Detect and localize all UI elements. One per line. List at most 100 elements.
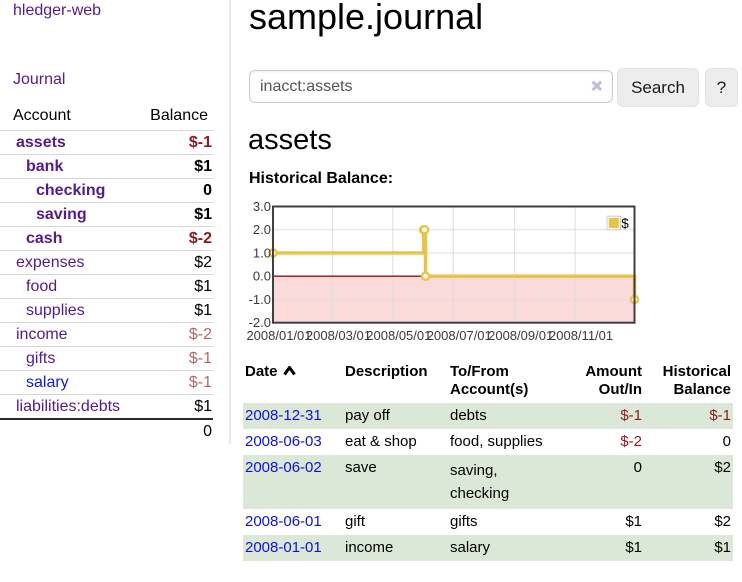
sidebar-account-link[interactable]: cash	[26, 230, 63, 247]
account-row: saving $1	[0, 202, 213, 227]
register-description: eat & shop	[345, 433, 417, 450]
register-amount: $-2	[620, 433, 642, 450]
account-name-cell: cash	[0, 227, 140, 251]
register-description: save	[345, 459, 377, 476]
register-row: 2008-01-01 income salary $1 $1	[243, 535, 733, 561]
sort-ascending-icon	[282, 363, 296, 381]
account-name-cell: saving	[0, 203, 140, 227]
total-spacer-cell	[0, 419, 140, 443]
register-accounts: gifts	[450, 513, 478, 530]
account-balance: $-1	[188, 134, 212, 151]
sidebar-account-link[interactable]: supplies	[26, 302, 85, 319]
sidebar-account-link[interactable]: liabilities:debts	[16, 398, 121, 415]
chart-title: Historical Balance:	[249, 170, 394, 187]
sidebar-account-link[interactable]: checking	[36, 182, 106, 199]
register-balance: $1	[714, 539, 731, 556]
account-balance: $-2	[188, 326, 212, 343]
sidebar-account-link[interactable]: expenses	[16, 254, 85, 271]
register-table: Date Description To/From Account(s) Amou…	[243, 359, 733, 561]
account-balance: $-2	[188, 230, 212, 247]
register-header-date[interactable]: Date	[243, 359, 343, 403]
register-amount: $1	[625, 513, 642, 530]
svg-text:2008/11/01: 2008/11/01	[549, 328, 613, 343]
svg-text:0.0: 0.0	[253, 269, 271, 284]
account-balance: $1	[194, 158, 212, 175]
svg-text:2.0: 2.0	[253, 222, 271, 237]
account-row: assets $-1	[0, 130, 213, 155]
account-row: income $-2	[0, 322, 213, 347]
account-balance: $-1	[188, 374, 212, 391]
accounts-balance-table: Account Balance assets $-1 bank $1 checking 0…	[0, 104, 213, 443]
total-row: 0	[0, 419, 213, 443]
account-row: bank $1	[0, 154, 213, 179]
sidebar-account-link[interactable]: food	[26, 278, 58, 295]
register-row: 2008-06-01 gift gifts $1 $2	[243, 509, 733, 535]
register-date-link[interactable]: 2008-01-01	[245, 539, 322, 556]
sidebar-account-link[interactable]: gifts	[26, 350, 56, 367]
register-description: gift	[345, 513, 366, 530]
svg-text:2008/05/01: 2008/05/01	[366, 328, 431, 343]
svg-text:2008/09/01: 2008/09/01	[488, 328, 553, 343]
register-date-cell: 2008-01-01	[243, 535, 343, 561]
register-header-accounts: To/From Account(s)	[450, 363, 529, 398]
sidebar-item-journal[interactable]: Journal	[13, 71, 66, 88]
register-date-link[interactable]: 2008-06-03	[245, 433, 322, 450]
svg-text:2008/07/01: 2008/07/01	[427, 328, 492, 343]
register-header-balance: Historical Balance	[662, 363, 731, 398]
account-name-cell: expenses	[0, 251, 140, 275]
register-accounts: saving, checking	[450, 462, 510, 502]
help-button[interactable]: ?	[705, 68, 738, 107]
account-row: checking 0	[0, 178, 213, 203]
historical-balance-chart: 3.0 2.0 1.0 0.0 -1.0 -2.02008/01/012008/03/01…	[246, 199, 640, 343]
register-row: 2008-12-31 pay off debts $-1 $-1	[243, 403, 733, 429]
account-balance: $-1	[188, 350, 212, 367]
register-date-link[interactable]: 2008-12-31	[245, 407, 322, 424]
register-date-link[interactable]: 2008-06-01	[245, 513, 322, 530]
sidebar-account-link[interactable]: salary	[26, 374, 69, 391]
register-date-cell: 2008-12-31	[243, 403, 343, 429]
accounts-table-header-balance: Balance	[150, 107, 208, 124]
account-balance: 0	[203, 182, 212, 199]
register-row: 2008-06-03 eat & shop food, supplies $-2 0	[243, 429, 733, 455]
register-amount: 0	[633, 459, 642, 476]
clear-search-icon[interactable]: ✕	[590, 78, 603, 94]
account-balance: $1	[194, 278, 212, 295]
register-amount: $1	[625, 539, 642, 556]
register-date-link[interactable]: 2008-06-02	[245, 459, 322, 476]
page-title: sample.journal	[249, 0, 484, 37]
svg-text:1.0: 1.0	[253, 245, 271, 260]
account-balance: $1	[194, 398, 212, 415]
account-name-cell: checking	[0, 179, 140, 203]
sidebar-account-link[interactable]: assets	[16, 134, 66, 151]
account-row: expenses $2	[0, 250, 213, 275]
account-row: supplies $1	[0, 298, 213, 323]
account-name-cell: supplies	[0, 299, 140, 323]
search-button[interactable]: Search	[617, 68, 699, 107]
register-balance: $-1	[709, 407, 731, 424]
register-description: pay off	[345, 407, 390, 424]
app-title-link[interactable]: hledger-web	[13, 2, 102, 19]
accounts-table-header-account: Account	[13, 107, 71, 124]
sidebar-account-link[interactable]: bank	[26, 158, 64, 175]
account-row: cash $-2	[0, 226, 213, 251]
account-name-cell: bank	[0, 155, 140, 179]
sidebar-account-link[interactable]: saving	[36, 206, 87, 223]
account-name-cell: income	[0, 323, 140, 347]
account-row: food $1	[0, 274, 213, 299]
register-date-cell: 2008-06-02	[243, 455, 343, 509]
account-row: gifts $-1	[0, 346, 213, 371]
svg-text:2008/03/01: 2008/03/01	[306, 328, 371, 343]
account-name-cell: assets	[0, 131, 140, 155]
total-balance: 0	[203, 423, 212, 440]
svg-text:-2.0: -2.0	[249, 315, 271, 330]
register-amount: $-1	[620, 407, 642, 424]
register-balance: 0	[722, 433, 731, 450]
search-input[interactable]	[249, 70, 613, 103]
svg-text:3.0: 3.0	[253, 199, 271, 214]
register-accounts: debts	[450, 407, 487, 424]
sidebar-account-link[interactable]: income	[16, 326, 68, 343]
account-name-cell: liabilities:debts	[0, 395, 140, 420]
svg-text:-1.0: -1.0	[249, 292, 271, 307]
register-header-amount: Amount Out/In	[585, 363, 642, 398]
